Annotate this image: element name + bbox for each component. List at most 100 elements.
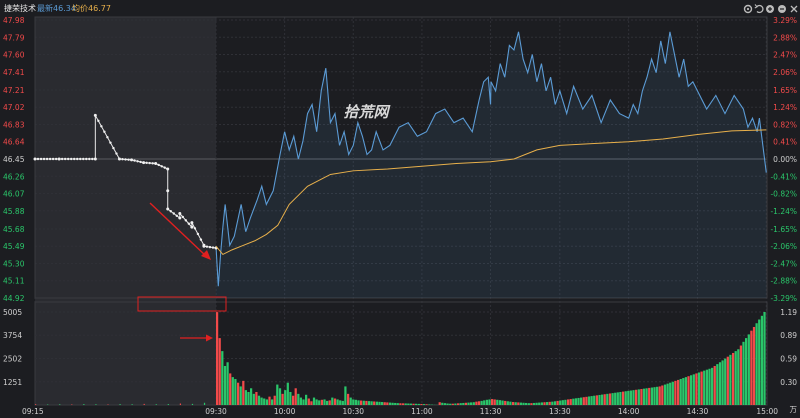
preopen-price-point: [202, 244, 206, 248]
volume-bar: [218, 338, 221, 405]
volume-bar: [307, 398, 310, 405]
volume-bar: [454, 403, 457, 405]
pct-tick-label: -0.82%: [770, 190, 797, 199]
preopen-price-point: [112, 146, 115, 150]
preopen-price-point: [151, 162, 154, 165]
volume-bar: [551, 401, 554, 405]
volume-bar: [726, 356, 729, 405]
preopen-volume-bar: [47, 404, 49, 405]
volume-bar: [318, 400, 321, 405]
preopen-volume-bar: [167, 404, 169, 405]
preopen-price-point: [100, 125, 103, 128]
volume-bar: [745, 338, 748, 405]
price-tick-label: 45.11: [3, 277, 25, 286]
volume-bar: [598, 394, 601, 405]
add-icon[interactable]: [766, 5, 774, 13]
volume-bar: [530, 403, 533, 405]
preopen-volume-bar: [95, 404, 97, 405]
volume-bar: [677, 379, 680, 405]
pct-tick-label: 2.06%: [773, 68, 797, 77]
volume-ratio-tick-label: 1.19: [780, 308, 797, 317]
preopen-price-point: [187, 222, 191, 225]
volume-bar: [548, 401, 551, 405]
volume-bar: [519, 402, 523, 405]
price-tick-label: 46.45: [3, 155, 25, 164]
volume-bar: [268, 396, 271, 405]
volume-bar: [412, 403, 415, 405]
preopen-price-point: [211, 246, 215, 249]
pct-tick-label: -0.41%: [770, 172, 797, 181]
volume-bar: [320, 399, 324, 405]
volume-bar: [543, 402, 546, 405]
volume-bar: [567, 399, 570, 405]
volume-bar: [595, 395, 599, 405]
volume-bar: [561, 400, 564, 405]
volume-ratio-tick-label: 0.30: [780, 378, 797, 387]
volume-bar: [574, 398, 578, 405]
volume-bar: [402, 403, 405, 405]
volume-bar: [260, 397, 263, 405]
volume-bar: [391, 402, 394, 405]
preopen-price-point: [145, 161, 148, 165]
volume-bar: [603, 394, 606, 405]
volume-bar: [697, 372, 701, 405]
minus-icon[interactable]: [778, 5, 786, 13]
price-tick-label: 45.88: [3, 207, 25, 216]
volume-bar: [284, 390, 287, 405]
volume-bar: [226, 362, 229, 405]
volume-bar: [593, 395, 596, 405]
time-tick-label: 09:15: [22, 407, 44, 416]
volume-bar: [682, 378, 685, 405]
price-area-fill: [216, 31, 767, 299]
volume-bar: [755, 323, 758, 405]
price-tick-label: 44.92: [3, 294, 25, 303]
preopen-price-point: [48, 157, 52, 161]
preopen-price-point: [175, 214, 178, 217]
undo-icon[interactable]: [754, 4, 764, 14]
volume-unit-label: 万: [790, 405, 798, 414]
volume-bar: [658, 386, 661, 405]
pct-tick-label: 1.24%: [773, 103, 797, 112]
preopen-volume-bar: [155, 404, 157, 405]
volume-bar: [247, 391, 250, 405]
volume-bar: [370, 401, 373, 405]
volume-bar: [365, 400, 368, 405]
volume-bar: [354, 399, 358, 405]
volume-bar: [378, 401, 381, 405]
time-tick-label: 15:00: [756, 407, 778, 416]
volume-bar: [305, 394, 308, 405]
volume-bar: [732, 352, 735, 405]
preopen-price-point: [124, 158, 127, 161]
volume-bar: [501, 400, 504, 405]
volume-bar: [653, 387, 656, 405]
volume-bar: [373, 401, 376, 405]
volume-bar: [341, 400, 344, 405]
volume-bar: [289, 391, 292, 405]
pct-tick-label: 3.29%: [773, 16, 797, 25]
preopen-volume-bar: [83, 404, 85, 405]
pct-tick-label: 2.88%: [773, 33, 797, 42]
volume-bar: [333, 398, 337, 405]
volume-bar: [328, 400, 331, 405]
preopen-price-point: [169, 210, 172, 213]
volume-bar: [703, 370, 706, 405]
volume-bar: [695, 373, 698, 405]
preopen-price-point: [205, 245, 209, 248]
latest-price-label: 最新46.34: [37, 3, 76, 13]
close-icon[interactable]: [790, 5, 798, 13]
volume-bar: [650, 387, 654, 405]
volume-bar: [674, 380, 677, 405]
time-tick-label: 14:00: [618, 407, 640, 416]
volume-bar: [687, 376, 690, 405]
volume-bar: [624, 391, 627, 405]
volume-bar: [415, 403, 418, 405]
time-tick-label: 10:00: [274, 407, 296, 416]
volume-bar: [535, 402, 538, 405]
volume-bar: [449, 403, 452, 405]
gear-icon[interactable]: [743, 4, 753, 14]
price-tick-label: 47.21: [3, 86, 25, 95]
volume-bar: [312, 397, 316, 405]
volume-bar: [679, 378, 682, 405]
volume-bar: [538, 402, 541, 405]
volume-bar: [517, 402, 520, 405]
